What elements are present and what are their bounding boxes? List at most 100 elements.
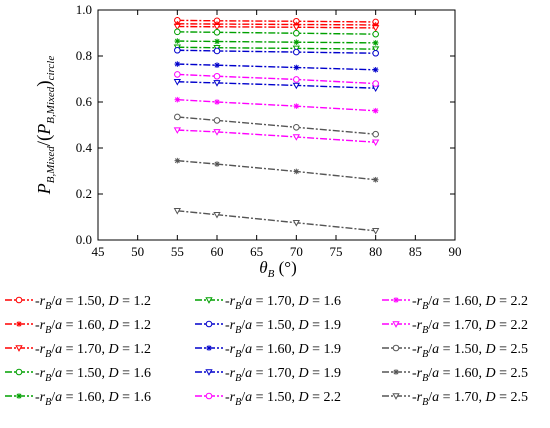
legend-item: -rB/a = 1.70, D = 1.2 (5, 342, 151, 360)
svg-text:PB,Mixed/(PB,Mixed)circle: PB,Mixed/(PB,Mixed)circle (34, 56, 57, 196)
series-path (177, 99, 376, 112)
x-tick-label: 75 (330, 244, 343, 259)
circle-marker (293, 124, 300, 131)
star-marker (214, 62, 220, 68)
triangle-marker (372, 228, 380, 235)
y-axis-title: PB,Mixed/(PB,Mixed)circle (34, 56, 57, 196)
series-path (177, 81, 376, 89)
legend-item: -rB/a = 1.70, D = 1.6 (195, 294, 341, 312)
x-tick-label: 65 (250, 244, 263, 259)
legend-label: -rB/a = 1.70, D = 2.5 (412, 390, 528, 408)
legend-item: -rB/a = 1.50, D = 2.5 (382, 342, 528, 360)
series-path (177, 46, 376, 50)
circle-marker (293, 29, 300, 37)
circle-marker (15, 296, 23, 304)
triangle-marker (173, 23, 181, 31)
legend-label: -rB/a = 1.50, D = 2.2 (225, 390, 341, 408)
series-line (174, 61, 379, 73)
legend-label: -rB/a = 1.70, D = 2.2 (412, 318, 528, 336)
triangle-marker (292, 220, 300, 227)
plot-frame (97, 9, 456, 241)
circle-marker (372, 49, 379, 57)
x-tick-label: 80 (369, 244, 382, 259)
circle-marker (293, 76, 300, 83)
legend-label: -rB/a = 1.70, D = 1.9 (225, 366, 341, 384)
y-tick-label: 0.0 (76, 232, 92, 247)
legend-item: -rB/a = 1.60, D = 1.2 (5, 318, 151, 336)
star-marker (393, 297, 399, 303)
series-path (177, 63, 376, 71)
triangle-marker (392, 393, 400, 400)
triangle-marker (292, 45, 300, 53)
y-tick-label: 1.0 (76, 2, 92, 17)
circle-marker (372, 80, 379, 87)
series-path (177, 73, 376, 85)
triangle-marker (205, 369, 213, 376)
series-path (177, 40, 376, 44)
legend-item: -rB/a = 1.50, D = 1.9 (195, 318, 341, 336)
triangle-marker (372, 25, 380, 32)
x-tick-label: 55 (171, 244, 184, 259)
circle-marker (174, 28, 181, 36)
circle-marker (205, 320, 213, 328)
series-line (174, 157, 379, 183)
triangle-marker (372, 139, 380, 147)
y-tick-label: 0.2 (76, 186, 92, 201)
star-marker (293, 39, 300, 45)
circle-marker (213, 29, 221, 36)
x-tick-label: 60 (211, 244, 224, 259)
star-marker (16, 393, 22, 399)
series-path (177, 116, 376, 135)
circle-marker (392, 344, 400, 352)
series-line (173, 23, 380, 32)
legend-label: -rB/a = 1.60, D = 1.9 (225, 342, 341, 360)
legend-item: -rB/a = 1.70, D = 2.2 (382, 318, 528, 336)
legend-label: -rB/a = 1.70, D = 1.6 (225, 294, 341, 312)
legend-item: -rB/a = 1.60, D = 2.2 (382, 294, 528, 312)
legend-label: -rB/a = 1.70, D = 1.2 (35, 342, 151, 360)
series-path (177, 210, 376, 232)
star-marker (174, 61, 181, 67)
triangle-marker (213, 80, 221, 87)
triangle-marker (173, 79, 181, 86)
star-marker (206, 345, 212, 351)
triangle-marker (15, 345, 23, 352)
legend-label: -rB/a = 1.60, D = 2.5 (412, 366, 528, 384)
circle-marker (213, 72, 221, 80)
legend-label: -rB/a = 1.50, D = 2.5 (412, 342, 528, 360)
x-tick-label: 90 (449, 244, 462, 259)
series-lines (173, 17, 380, 235)
star-marker (372, 67, 379, 73)
legend-label: -rB/a = 1.50, D = 1.2 (35, 294, 151, 312)
legend-item: -rB/a = 1.50, D = 1.2 (5, 294, 151, 312)
series-path (177, 49, 376, 54)
circle-marker (372, 130, 379, 138)
triangle-marker (173, 127, 181, 134)
axis-ticks: 45 50 55 60 65 70 75 80 85 90 0.0 0.2 0.4 0.6 0.8 1.0 (76, 2, 462, 259)
star-marker (174, 157, 181, 164)
y-tick-label: 0.6 (76, 94, 93, 109)
circle-marker (15, 368, 23, 376)
triangle-marker (173, 208, 181, 215)
star-marker (214, 38, 220, 45)
star-marker (214, 99, 220, 105)
legend-item: -rB/a = 1.60, D = 1.6 (5, 390, 151, 408)
series-path (177, 23, 376, 26)
circle-marker (213, 47, 221, 55)
triangle-marker (392, 321, 400, 328)
star-marker (16, 321, 22, 327)
circle-marker (293, 48, 300, 56)
legend-item: -rB/a = 1.50, D = 1.6 (5, 366, 151, 384)
series-path (177, 129, 376, 143)
star-marker (293, 64, 300, 71)
star-marker (372, 40, 379, 46)
triangle-marker (292, 82, 300, 90)
triangle-marker (292, 134, 300, 141)
series-line (174, 96, 379, 114)
legend-item: -rB/a = 1.60, D = 1.9 (195, 342, 341, 360)
circle-marker (174, 46, 181, 54)
series-line (174, 46, 379, 57)
triangle-marker (213, 129, 221, 136)
legend-item: -rB/a = 1.70, D = 2.5 (382, 390, 528, 408)
